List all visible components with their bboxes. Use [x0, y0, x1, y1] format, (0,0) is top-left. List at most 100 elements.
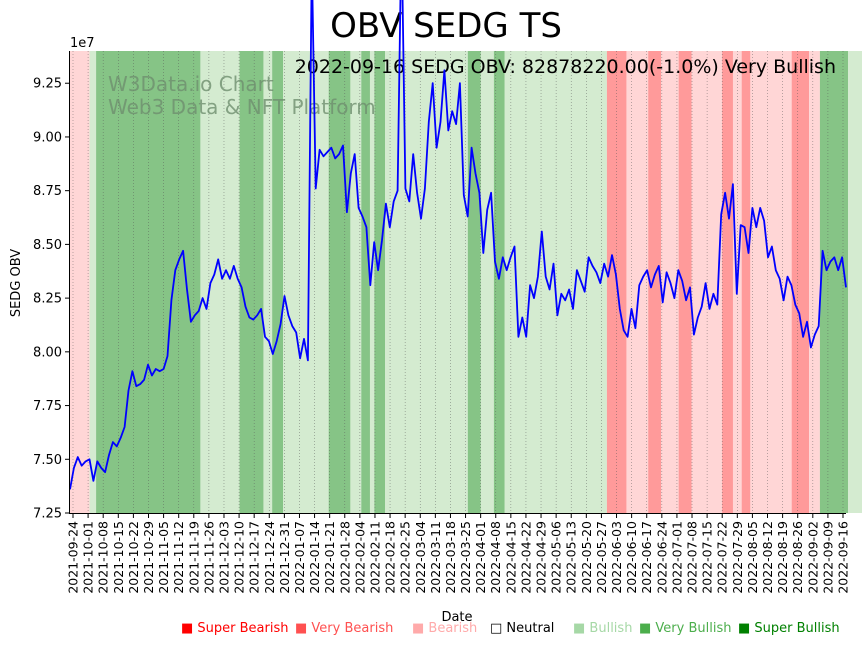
y-tick-label: 8.25	[33, 292, 62, 307]
regime-band-very-bullish	[467, 51, 481, 513]
x-tick-label: 2022-05-20	[579, 521, 594, 594]
regime-band-very-bearish	[741, 51, 751, 513]
regime-band-bullish	[504, 51, 607, 513]
regime-band-very-bearish	[648, 51, 662, 513]
regime-band-very-bearish	[678, 51, 692, 513]
regime-band-very-bullish	[493, 51, 505, 513]
x-tick-label: 2022-06-17	[639, 521, 654, 594]
chart-title: OBV SEDG TS	[330, 6, 562, 46]
x-tick-label: 2022-06-24	[654, 521, 669, 594]
x-tick-label: 2022-05-06	[549, 521, 564, 594]
legend-super-bullish: ■ Super Bullish	[738, 621, 840, 636]
x-tick-label: 2022-01-28	[337, 521, 352, 594]
obv-series-line	[69, 0, 847, 490]
y-scale-label: 1e7	[70, 36, 95, 51]
x-tick-label: 2022-03-04	[413, 521, 428, 594]
x-tick-label: 2022-07-29	[730, 521, 745, 594]
watermark-line-2: Web3 Data & NFT Platform	[108, 95, 376, 119]
x-tick-label: 2022-02-04	[352, 521, 367, 594]
y-tick-label: 7.50	[33, 453, 62, 468]
x-tick-label: 2022-04-29	[534, 521, 549, 594]
x-tick-label: 2022-08-26	[790, 521, 805, 594]
x-tick-label: 2021-12-17	[247, 521, 262, 594]
x-tick-label: 2021-10-29	[141, 521, 156, 594]
x-tick-label: 2021-10-15	[111, 521, 126, 594]
x-tick-label: 2022-07-15	[700, 521, 715, 594]
regime-band-bullish	[480, 51, 494, 513]
regime-band-bullish	[848, 51, 862, 513]
obv-annotation: 2022-09-16 SEDG OBV: 82878220.00(-1.0%) …	[295, 56, 836, 78]
x-tick-label: 2022-05-27	[594, 521, 609, 594]
x-tick-label: 2022-06-03	[609, 521, 624, 594]
x-axis-label: Date	[441, 610, 472, 625]
x-tick-label: 2021-11-05	[156, 521, 171, 594]
regime-bands	[70, 51, 862, 513]
regime-band-bullish	[200, 51, 240, 513]
x-tick-label: 2022-03-25	[458, 521, 473, 594]
x-tick-label: 2021-12-24	[262, 521, 277, 594]
legend-very-bearish: ■ Very Bearish	[295, 621, 394, 636]
x-tick-label: 2021-09-24	[66, 521, 81, 594]
x-tick-label: 2022-01-14	[307, 521, 322, 594]
y-axis: 7.25 7.50 7.75 8.00 8.25 8.50 8.75 9.00 9.25	[33, 77, 70, 522]
x-tick-label: 2022-06-10	[624, 521, 639, 594]
y-tick-label: 9.00	[33, 130, 62, 145]
x-tick-label: 2022-02-18	[383, 521, 398, 594]
regime-band-very-bullish	[239, 51, 264, 513]
x-tick-label: 2022-01-21	[322, 521, 337, 594]
x-tick-label: 2021-12-03	[217, 521, 232, 594]
regime-band-very-bullish	[361, 51, 370, 513]
x-tick-label: 2021-11-26	[201, 521, 216, 594]
regime-band-bearish	[750, 51, 792, 513]
legend-very-bullish: ■ Very Bullish	[639, 621, 732, 636]
y-tick-label: 8.00	[33, 345, 62, 360]
x-tick-label: 2021-10-22	[126, 521, 141, 594]
x-tick-label: 2022-07-22	[715, 521, 730, 594]
x-tick-label: 2022-08-19	[775, 521, 790, 594]
x-tick-label: 2021-12-10	[232, 521, 247, 594]
regime-band-bearish	[70, 51, 90, 513]
x-tick-label: 2022-08-05	[745, 521, 760, 594]
regime-band-bullish	[283, 51, 329, 513]
x-tick-label: 2022-02-25	[398, 521, 413, 594]
x-tick-label: 2021-11-12	[171, 521, 186, 594]
regime-band-bearish	[809, 51, 820, 513]
regime-band-bullish	[89, 51, 97, 513]
legend-label: Neutral	[506, 621, 555, 636]
legend-label: Very Bearish	[311, 621, 394, 636]
regime-band-bullish	[369, 51, 375, 513]
legend-super-bearish: ■ Super Bearish	[181, 621, 289, 636]
x-tick-label: 2022-04-15	[503, 521, 518, 594]
legend-label: Bearish	[428, 621, 478, 636]
x-tick-label: 2022-07-01	[669, 521, 684, 594]
regime-band-very-bearish	[722, 51, 733, 513]
regime-band-very-bullish	[272, 51, 284, 513]
x-tick-label: 2022-09-16	[836, 521, 851, 594]
x-tick-label: 2021-11-19	[186, 521, 201, 594]
x-tick-label: 2022-04-01	[473, 521, 488, 594]
y-tick-label: 9.25	[33, 77, 62, 92]
regime-band-bullish	[350, 51, 362, 513]
x-tick-label: 2022-04-22	[518, 521, 533, 594]
regime-band-very-bullish	[819, 51, 849, 513]
regime-band-very-bullish	[328, 51, 351, 513]
x-tick-label: 2021-10-01	[81, 521, 96, 594]
watermark-line-1: W3Data.io Chart	[108, 72, 274, 96]
x-tick-label: 2022-09-02	[805, 521, 820, 594]
x-tick-label: 2022-07-08	[685, 521, 700, 594]
legend-label: Super Bearish	[197, 621, 289, 636]
x-tick-label: 2022-08-12	[760, 521, 775, 594]
legend-bearish: ■ Bearish	[412, 621, 478, 636]
regime-band-bullish	[263, 51, 273, 513]
x-tick-label: 2022-01-07	[292, 521, 307, 594]
regime-band-bearish	[626, 51, 649, 513]
y-tick-label: 8.75	[33, 184, 62, 199]
x-tick-label: 2022-03-18	[443, 521, 458, 594]
x-tick-label: 2022-03-11	[428, 521, 443, 594]
x-tick-label: 2021-12-31	[277, 521, 292, 594]
legend-bullish: ■ Bullish	[573, 621, 633, 636]
regime-band-very-bearish	[791, 51, 810, 513]
y-axis-label: SEDG OBV	[9, 249, 24, 317]
regime-band-very-bullish	[374, 51, 386, 513]
